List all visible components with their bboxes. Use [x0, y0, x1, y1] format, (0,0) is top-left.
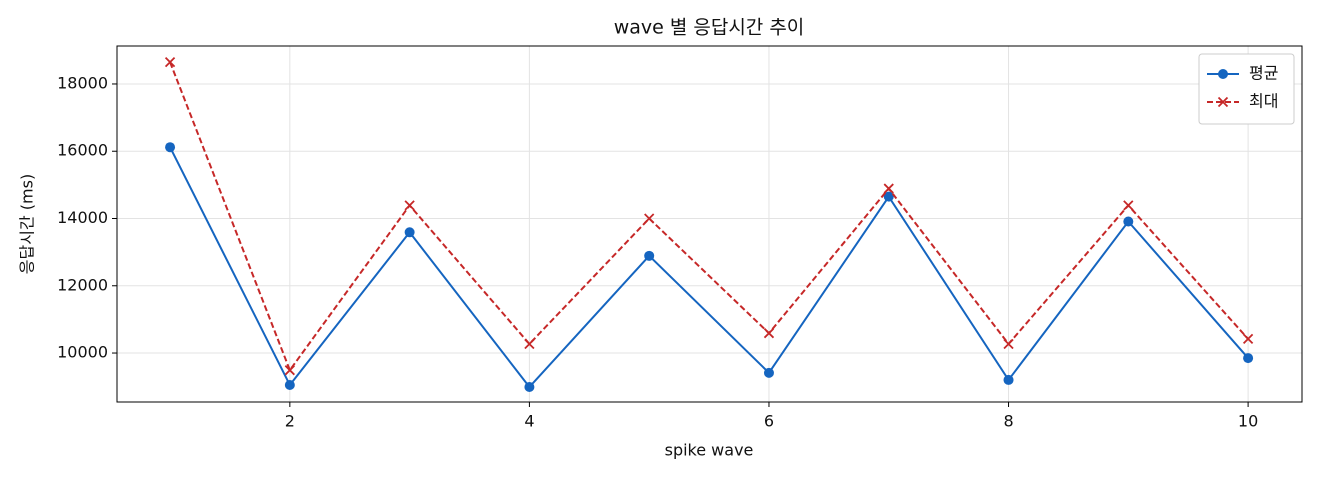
marker: [883, 191, 894, 202]
y-tick-label: 10000: [57, 343, 108, 362]
marker: [1003, 338, 1014, 350]
marker: [524, 338, 535, 350]
chart-title: wave 별 응답시간 추이: [614, 17, 805, 39]
marker: [1218, 69, 1228, 79]
y-tick-label: 16000: [57, 141, 108, 160]
y-tick-label: 18000: [57, 73, 108, 92]
marker: [763, 367, 774, 378]
y-tick-label: 12000: [57, 275, 108, 294]
x-tick-label: 6: [764, 412, 774, 431]
marker: [644, 213, 655, 224]
marker: [284, 379, 295, 390]
marker: [1242, 333, 1254, 345]
marker: [1123, 200, 1134, 211]
legend-label: 최대: [1249, 92, 1278, 111]
plot-frame: [116, 45, 1303, 403]
marker: [763, 328, 775, 339]
marker: [404, 227, 415, 238]
marker: [1003, 374, 1014, 385]
marker: [284, 365, 295, 376]
marker: [164, 56, 176, 68]
legend-label: 평균: [1249, 64, 1278, 83]
marker: [644, 250, 655, 261]
marker: [404, 200, 415, 211]
x-tick-label: 4: [524, 412, 534, 431]
marker: [165, 142, 176, 153]
marker: [1243, 353, 1254, 364]
legend-box: [1198, 53, 1295, 125]
marker: [883, 183, 894, 194]
x-axis-label: spike wave: [665, 441, 754, 460]
line-series: [169, 146, 1249, 389]
x-tick-label: 10: [1238, 412, 1258, 431]
marker: [524, 381, 535, 392]
marker: [1217, 96, 1229, 108]
marker: [1123, 216, 1134, 227]
line-series: [169, 61, 1249, 373]
y-tick-label: 14000: [57, 208, 108, 227]
x-tick-label: 2: [285, 412, 295, 431]
y-axis-label: 응답시간 (ms): [18, 174, 37, 274]
x-tick-label: 8: [1003, 412, 1013, 431]
